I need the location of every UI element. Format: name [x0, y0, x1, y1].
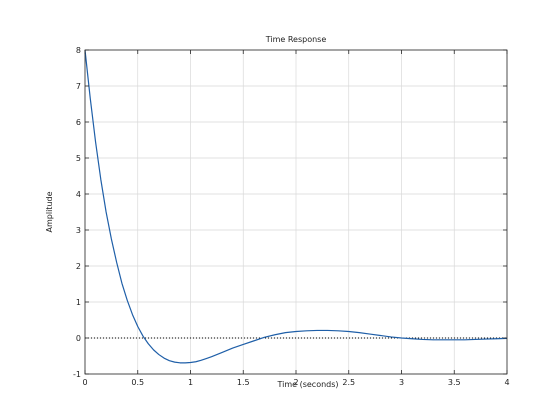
y-tick-label: 7 [76, 82, 81, 91]
x-tick-label: 1.5 [237, 378, 250, 387]
y-tick-labels: -1 0 1 2 3 4 5 6 7 8 [73, 46, 81, 379]
x-tick-label: 0.5 [131, 378, 144, 387]
x-tick-labels: 0 0.5 1 1.5 2 2.5 3 3.5 4 [82, 378, 509, 387]
y-tick-label: 8 [76, 46, 81, 55]
y-tick-label: 6 [76, 118, 81, 127]
x-axis-title: Time (seconds) [276, 380, 338, 389]
y-tick-label: 4 [76, 190, 81, 199]
x-tick-label: 3 [399, 378, 404, 387]
y-tick-label: 0 [76, 334, 81, 343]
y-axis-title: Amplitude [45, 191, 54, 232]
x-tick-label: 1 [188, 378, 193, 387]
x-tick-label: 0 [82, 378, 87, 387]
y-tick-label: 2 [76, 262, 81, 271]
chart-title: Time Response [265, 35, 327, 44]
grid-lines [84, 49, 508, 375]
x-tick-label: 2 [293, 378, 298, 387]
y-tick-label: 5 [76, 154, 81, 163]
y-tick-label: -1 [73, 370, 81, 379]
x-tick-label: 2.5 [342, 378, 355, 387]
series-layer [84, 49, 508, 364]
series-line-0 [84, 49, 508, 364]
x-tick-label: 4 [504, 378, 509, 387]
y-tick-label: 1 [76, 298, 81, 307]
axis-ticks [84, 49, 508, 375]
x-tick-label: 3.5 [448, 378, 461, 387]
y-tick-label: 3 [76, 226, 81, 235]
